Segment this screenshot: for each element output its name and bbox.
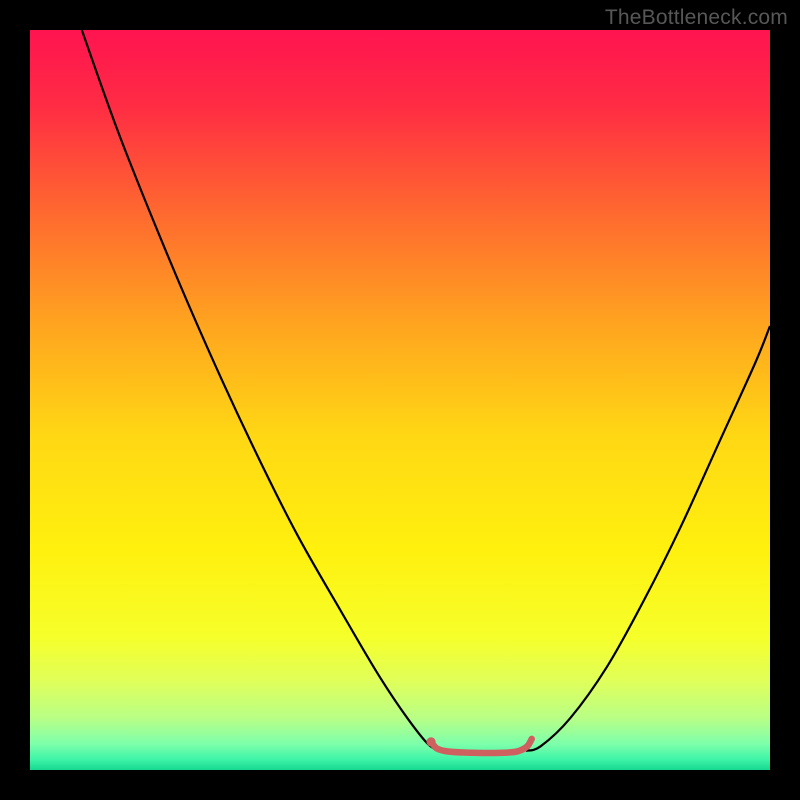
chart-frame: TheBottleneck.com	[0, 0, 800, 800]
plot-area	[30, 30, 770, 770]
chart-svg	[30, 30, 770, 770]
gradient-background	[30, 30, 770, 770]
trough-start-dot	[426, 737, 435, 746]
watermark-text: TheBottleneck.com	[605, 6, 788, 30]
